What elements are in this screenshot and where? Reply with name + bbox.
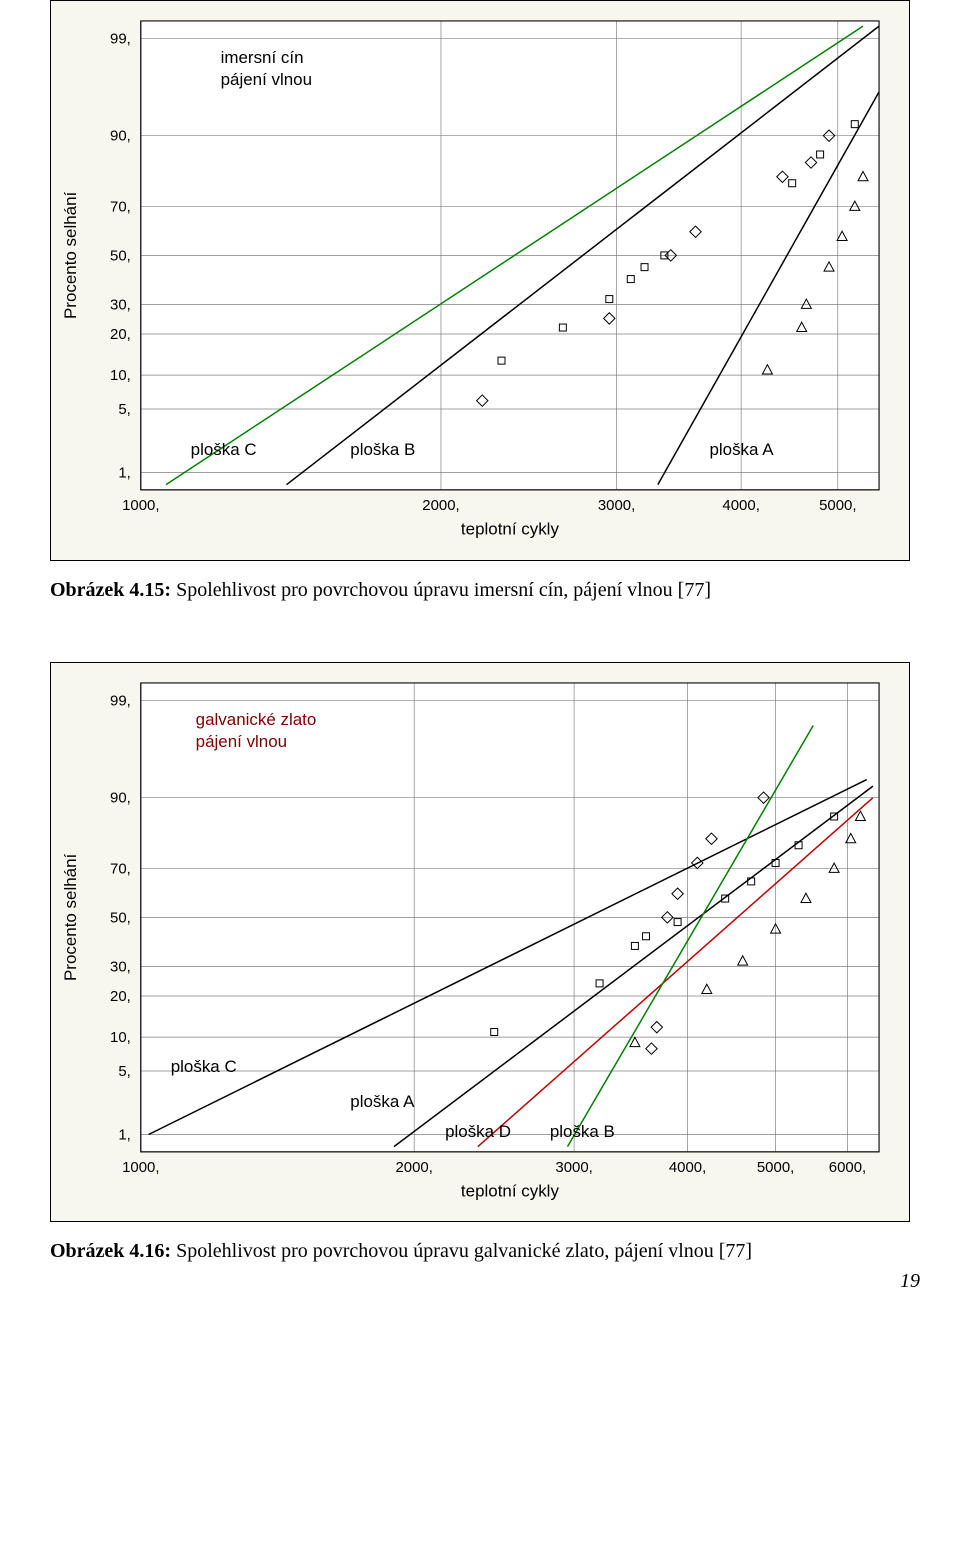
svg-text:10,: 10, <box>110 367 131 384</box>
svg-text:99,: 99, <box>110 692 131 709</box>
svg-text:2000,: 2000, <box>422 497 459 514</box>
svg-text:Procento selhání: Procento selhání <box>61 191 80 319</box>
svg-text:90,: 90, <box>110 128 131 145</box>
svg-text:ploška A: ploška A <box>350 1092 415 1111</box>
svg-text:70,: 70, <box>110 860 131 877</box>
svg-text:pájení vlnou: pájení vlnou <box>221 70 312 89</box>
caption-1-rest: Spolehlivost pro povrchovou úpravu imers… <box>171 579 711 601</box>
svg-text:1,: 1, <box>118 464 130 481</box>
svg-text:teplotní cykly: teplotní cykly <box>461 1181 560 1200</box>
svg-text:6000,: 6000, <box>829 1158 866 1175</box>
chart-1: 1000, 2000, 3000, 4000, 5000, 1, 5, 10, 20, 30, 50… <box>51 1 909 560</box>
svg-text:Procento selhání: Procento selhání <box>61 853 80 981</box>
chart-1-panel: 1000, 2000, 3000, 4000, 5000, 1, 5, 10, 20, 30, 50… <box>50 0 910 561</box>
chart-2: 1000, 2000, 3000, 4000, 5000, 6000, 1, 5, 10, 20,… <box>51 663 909 1222</box>
svg-text:ploška C: ploška C <box>191 440 257 459</box>
svg-text:30,: 30, <box>110 296 131 313</box>
svg-text:4000,: 4000, <box>722 497 759 514</box>
svg-text:1000,: 1000, <box>122 1158 159 1175</box>
svg-text:5000,: 5000, <box>819 497 856 514</box>
svg-text:ploška C: ploška C <box>171 1057 237 1076</box>
svg-text:ploška A: ploška A <box>709 440 774 459</box>
svg-text:1,: 1, <box>118 1126 130 1143</box>
caption-2-bold: Obrázek 4.16: <box>50 1240 171 1262</box>
svg-text:70,: 70, <box>110 198 131 215</box>
svg-text:ploška D: ploška D <box>445 1122 511 1141</box>
svg-text:5,: 5, <box>118 401 130 418</box>
svg-text:2000,: 2000, <box>395 1158 432 1175</box>
svg-text:10,: 10, <box>110 1029 131 1046</box>
svg-text:pájení vlnou: pájení vlnou <box>196 731 287 750</box>
page-number: 19 <box>900 1270 920 1293</box>
svg-text:3000,: 3000, <box>598 497 635 514</box>
svg-text:90,: 90, <box>110 789 131 806</box>
caption-1-bold: Obrázek 4.15: <box>50 579 171 601</box>
svg-text:30,: 30, <box>110 958 131 975</box>
svg-text:20,: 20, <box>110 988 131 1005</box>
svg-text:50,: 50, <box>110 909 131 926</box>
svg-text:ploška B: ploška B <box>550 1122 615 1141</box>
svg-text:5000,: 5000, <box>757 1158 794 1175</box>
svg-text:ploška B: ploška B <box>350 440 415 459</box>
svg-text:5,: 5, <box>118 1063 130 1080</box>
svg-text:20,: 20, <box>110 326 131 343</box>
caption-1: Obrázek 4.15: Spolehlivost pro povrchovo… <box>50 579 910 602</box>
caption-2-rest: Spolehlivost pro povrchovou úpravu galva… <box>171 1240 752 1262</box>
svg-text:galvanické zlato: galvanické zlato <box>196 710 317 729</box>
caption-2: Obrázek 4.16: Spolehlivost pro povrchovo… <box>50 1240 910 1263</box>
svg-text:3000,: 3000, <box>555 1158 592 1175</box>
svg-text:teplotní cykly: teplotní cykly <box>461 520 560 539</box>
svg-text:99,: 99, <box>110 30 131 47</box>
svg-text:4000,: 4000, <box>669 1158 706 1175</box>
chart-2-panel: 1000, 2000, 3000, 4000, 5000, 6000, 1, 5, 10, 20,… <box>50 662 910 1223</box>
svg-text:imersní cín: imersní cín <box>221 48 304 67</box>
svg-text:50,: 50, <box>110 247 131 264</box>
svg-text:1000,: 1000, <box>122 497 159 514</box>
